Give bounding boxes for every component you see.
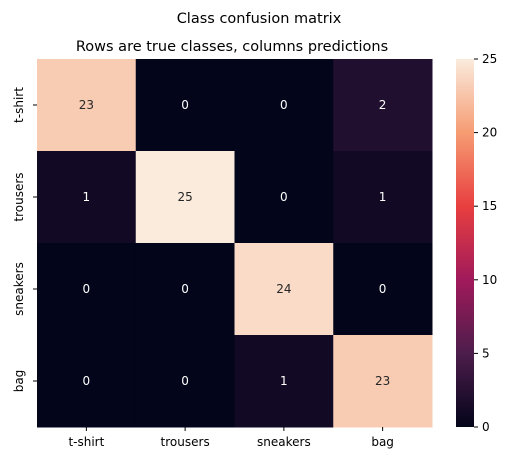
cell-value-label: 0 [379, 282, 387, 296]
cell-value-label: 1 [280, 374, 288, 388]
chart-title: Class confusion matrix [177, 11, 342, 27]
cell-value-label: 24 [276, 282, 291, 296]
cell-value-label: 0 [280, 98, 288, 112]
cell-value-label: 1 [83, 190, 91, 204]
heatmap-cell [135, 151, 235, 244]
colorbar-tick-label: 25 [482, 52, 497, 66]
heatmap-cell [135, 243, 235, 336]
chart-subtitle: Rows are true classes, columns predictio… [76, 39, 388, 55]
y-axis-ticks: t-shirt trousers sneakers bag [12, 87, 37, 393]
x-tick-label: trousers [161, 435, 210, 449]
y-tick-label: t-shirt [12, 87, 26, 123]
colorbar-tick-label: 15 [482, 199, 497, 213]
heatmap-cell [37, 335, 137, 428]
heatmap-cell [135, 59, 235, 152]
heatmap-cell [234, 243, 334, 336]
heatmap-cell [234, 151, 334, 244]
colorbar-tick-label: 5 [482, 346, 490, 360]
cell-value-label: 0 [181, 374, 189, 388]
x-tick-label: sneakers [257, 435, 311, 449]
heatmap-cell [37, 151, 137, 244]
heatmap-cell [333, 151, 433, 244]
y-tick-label: trousers [12, 172, 26, 221]
heatmap-cell [333, 335, 433, 428]
colorbar-tick-label: 20 [482, 126, 497, 140]
colorbar-ticks: 0 5 10 15 20 25 [474, 52, 497, 434]
x-axis-ticks: t-shirt trousers sneakers bag [68, 427, 394, 449]
colorbar [456, 59, 474, 427]
heatmap-cell [234, 335, 334, 428]
x-tick-label: t-shirt [68, 435, 104, 449]
heatmap-cells [37, 59, 433, 428]
cell-value-label: 23 [79, 98, 94, 112]
heatmap-cell-labels: 23 0 0 2 1 25 0 1 0 0 24 0 0 0 1 23 [79, 98, 391, 388]
heatmap-cell [333, 243, 433, 336]
cell-value-label: 0 [280, 190, 288, 204]
cell-value-label: 1 [379, 190, 387, 204]
x-tick-label: bag [371, 435, 394, 449]
cell-value-label: 2 [379, 98, 387, 112]
heatmap-cell [234, 59, 334, 152]
heatmap-cell [37, 59, 137, 152]
heatmap-cell [37, 243, 137, 336]
cell-value-label: 0 [83, 282, 91, 296]
cell-value-label: 23 [375, 374, 390, 388]
heatmap-cell [333, 59, 433, 152]
cell-value-label: 25 [177, 190, 192, 204]
cell-value-label: 0 [181, 98, 189, 112]
heatmap-cell [135, 335, 235, 428]
colorbar-tick-label: 10 [482, 273, 497, 287]
colorbar-tick-label: 0 [482, 420, 490, 434]
y-tick-label: sneakers [12, 262, 26, 316]
cell-value-label: 0 [83, 374, 91, 388]
cell-value-label: 0 [181, 282, 189, 296]
y-tick-label: bag [12, 370, 26, 393]
